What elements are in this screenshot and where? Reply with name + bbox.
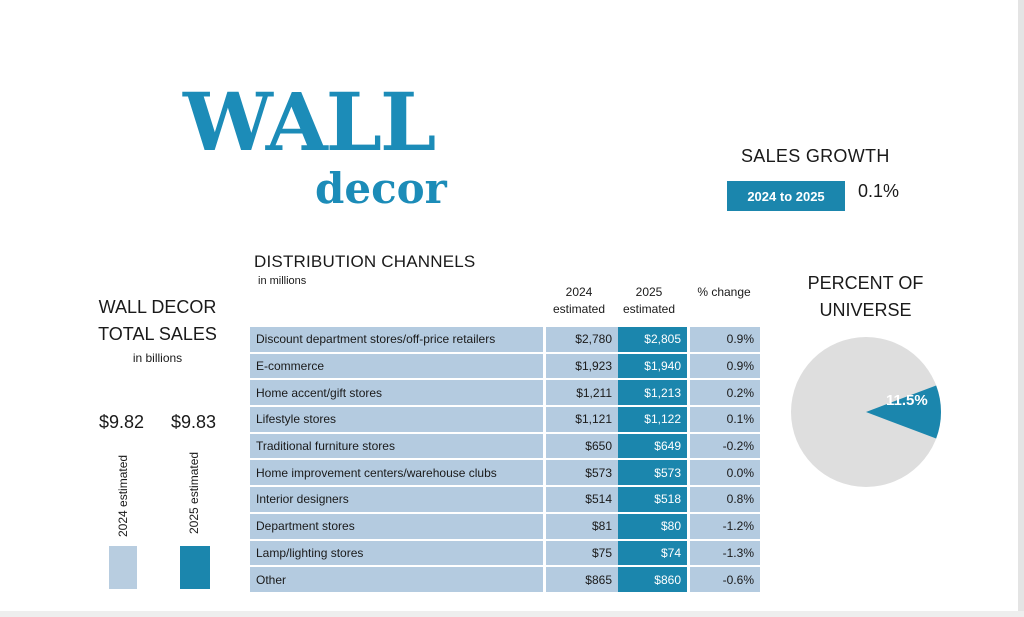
total-sales-value-2025: $9.83: [171, 412, 217, 432]
value-2024-cell: $1,923: [543, 353, 618, 379]
table-row: Discount department stores/off-price ret…: [250, 327, 760, 352]
table-row: Home accent/gift stores $1,211 $1,213 0.2%: [250, 380, 760, 406]
col-header-2025-year: 2025: [635, 285, 663, 299]
channel-name-cell: Home improvement centers/warehouse clubs: [250, 460, 543, 486]
total-sales-title-line1: WALL DECOR: [98, 297, 217, 317]
universe-title: PERCENT OF UNIVERSE: [793, 270, 938, 324]
value-2024-cell: $2,780: [543, 327, 618, 352]
table-row: Other $865 $860 -0.6%: [250, 567, 760, 592]
universe-pie-chart: [791, 337, 941, 487]
right-edge-strip: [1018, 0, 1024, 617]
pie-slice-highlight: [866, 385, 941, 439]
pct-change-cell: -0.6%: [687, 567, 760, 592]
table-row: Traditional furniture stores $650 $649 -0.2…: [250, 433, 760, 459]
total-sales-year-label-2025: 2025 estimated: [187, 451, 201, 534]
table-row: Lifestyle stores $1,121 $1,122 0.1%: [250, 407, 760, 432]
value-2025-cell: $649: [618, 433, 687, 459]
value-2024-cell: $650: [543, 433, 618, 459]
value-2025-cell: $74: [618, 540, 687, 566]
pie-slice-label: 11.5%: [886, 392, 928, 409]
pct-change-cell: 0.0%: [687, 460, 760, 486]
pct-change-cell: 0.8%: [687, 487, 760, 512]
channel-name-cell: Discount department stores/off-price ret…: [250, 327, 543, 352]
total-sales-value-2024: $9.82: [99, 412, 145, 432]
value-2024-cell: $573: [543, 460, 618, 486]
value-2025-cell: $80: [618, 513, 687, 539]
table-row: Home improvement centers/warehouse clubs…: [250, 460, 760, 486]
col-header-2024: 2024 estimated: [546, 284, 612, 318]
pct-change-cell: 0.9%: [687, 327, 760, 352]
bottom-edge-strip: [0, 611, 1024, 617]
value-2025-cell: $573: [618, 460, 687, 486]
total-sales-units: in billions: [132, 351, 183, 365]
pct-change-cell: -1.3%: [687, 540, 760, 566]
channel-name-cell: Other: [250, 567, 543, 592]
table-row: Interior designers $514 $518 0.8%: [250, 487, 760, 512]
sales-growth-value: 0.1%: [858, 181, 900, 201]
distribution-table-body: Discount department stores/off-price ret…: [250, 327, 760, 592]
table-row: Lamp/lighting stores $75 $74 -1.3%: [250, 540, 760, 566]
pct-change-cell: 0.2%: [687, 380, 760, 406]
table-row: E-commerce $1,923 $1,940 0.9%: [250, 353, 760, 379]
col-header-2024-note: estimated: [552, 302, 606, 316]
total-sales-bar-2024: [109, 546, 137, 589]
pct-change-cell: 0.9%: [687, 353, 760, 379]
col-header-2024-year: 2024: [565, 285, 593, 299]
col-header-2025: 2025 estimated: [616, 284, 682, 318]
value-2024-cell: $514: [543, 487, 618, 512]
value-2024-cell: $75: [543, 540, 618, 566]
sales-growth-period-badge: 2024 to 2025: [727, 181, 845, 211]
pct-change-cell: -0.2%: [687, 433, 760, 459]
universe-title-line2: UNIVERSE: [819, 300, 912, 320]
col-header-pct: % change: [697, 285, 751, 299]
total-sales-bar-2025: [180, 546, 210, 589]
total-sales-title-line2: TOTAL SALES: [98, 324, 217, 344]
sales-growth-label: SALES GROWTH: [741, 146, 890, 166]
col-header-2025-note: estimated: [622, 302, 676, 316]
page-subtitle: decor: [315, 164, 447, 213]
value-2025-cell: $518: [618, 487, 687, 512]
channel-name-cell: Department stores: [250, 513, 543, 539]
channel-name-cell: Lamp/lighting stores: [250, 540, 543, 566]
table-row: Department stores $81 $80 -1.2%: [250, 513, 760, 539]
value-2025-cell: $1,940: [618, 353, 687, 379]
page-title: WALL: [183, 75, 436, 169]
total-sales-year-label-2024: 2024 estimated: [116, 454, 130, 537]
value-2024-cell: $865: [543, 567, 618, 592]
value-2024-cell: $81: [543, 513, 618, 539]
distribution-units: in millions: [258, 275, 307, 287]
distribution-table: Discount department stores/off-price ret…: [250, 325, 760, 594]
pct-change-cell: -1.2%: [687, 513, 760, 539]
distribution-title: DISTRIBUTION CHANNELS: [254, 252, 476, 271]
value-2025-cell: $2,805: [618, 327, 687, 352]
value-2025-cell: $1,122: [618, 407, 687, 432]
channel-name-cell: Lifestyle stores: [250, 407, 543, 432]
channel-name-cell: E-commerce: [250, 353, 543, 379]
total-sales-title: WALL DECOR TOTAL SALES: [90, 294, 225, 348]
value-2025-cell: $860: [618, 567, 687, 592]
pct-change-cell: 0.1%: [687, 407, 760, 432]
channel-name-cell: Home accent/gift stores: [250, 380, 543, 406]
value-2024-cell: $1,211: [543, 380, 618, 406]
channel-name-cell: Traditional furniture stores: [250, 433, 543, 459]
value-2024-cell: $1,121: [543, 407, 618, 432]
value-2025-cell: $1,213: [618, 380, 687, 406]
universe-title-line1: PERCENT OF: [807, 273, 924, 293]
channel-name-cell: Interior designers: [250, 487, 543, 512]
